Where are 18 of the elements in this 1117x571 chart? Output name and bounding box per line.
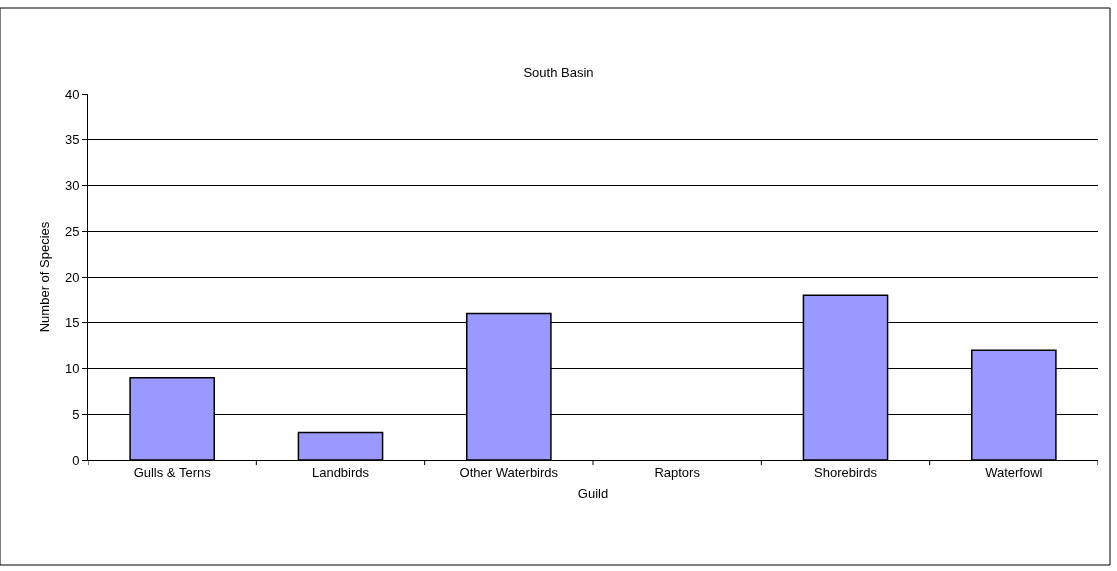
y-tick-label: 15 <box>64 315 80 331</box>
x-tick-label: Waterfowl <box>985 464 1043 480</box>
chart-title: South Basin <box>523 64 594 80</box>
y-tick-label: 40 <box>64 86 80 102</box>
y-tick-label: 5 <box>72 406 80 422</box>
y-axis-title: Number of Species <box>36 221 52 333</box>
y-tick-label: 0 <box>72 452 80 468</box>
y-tick-label: 30 <box>64 178 80 194</box>
y-tick-label: 10 <box>64 361 80 377</box>
y-tick-label: 20 <box>64 269 80 285</box>
x-tick-label: Other Waterbirds <box>459 464 559 480</box>
x-tick-label: Raptors <box>654 464 701 480</box>
y-tick-label: 25 <box>64 223 80 239</box>
x-tick-label: Landbirds <box>311 464 370 480</box>
x-tick-label: Gulls & Terns <box>133 464 212 480</box>
y-tick-label: 35 <box>64 132 80 148</box>
x-tick-label: Shorebirds <box>814 464 878 480</box>
x-axis-title: Guild <box>577 486 609 502</box>
